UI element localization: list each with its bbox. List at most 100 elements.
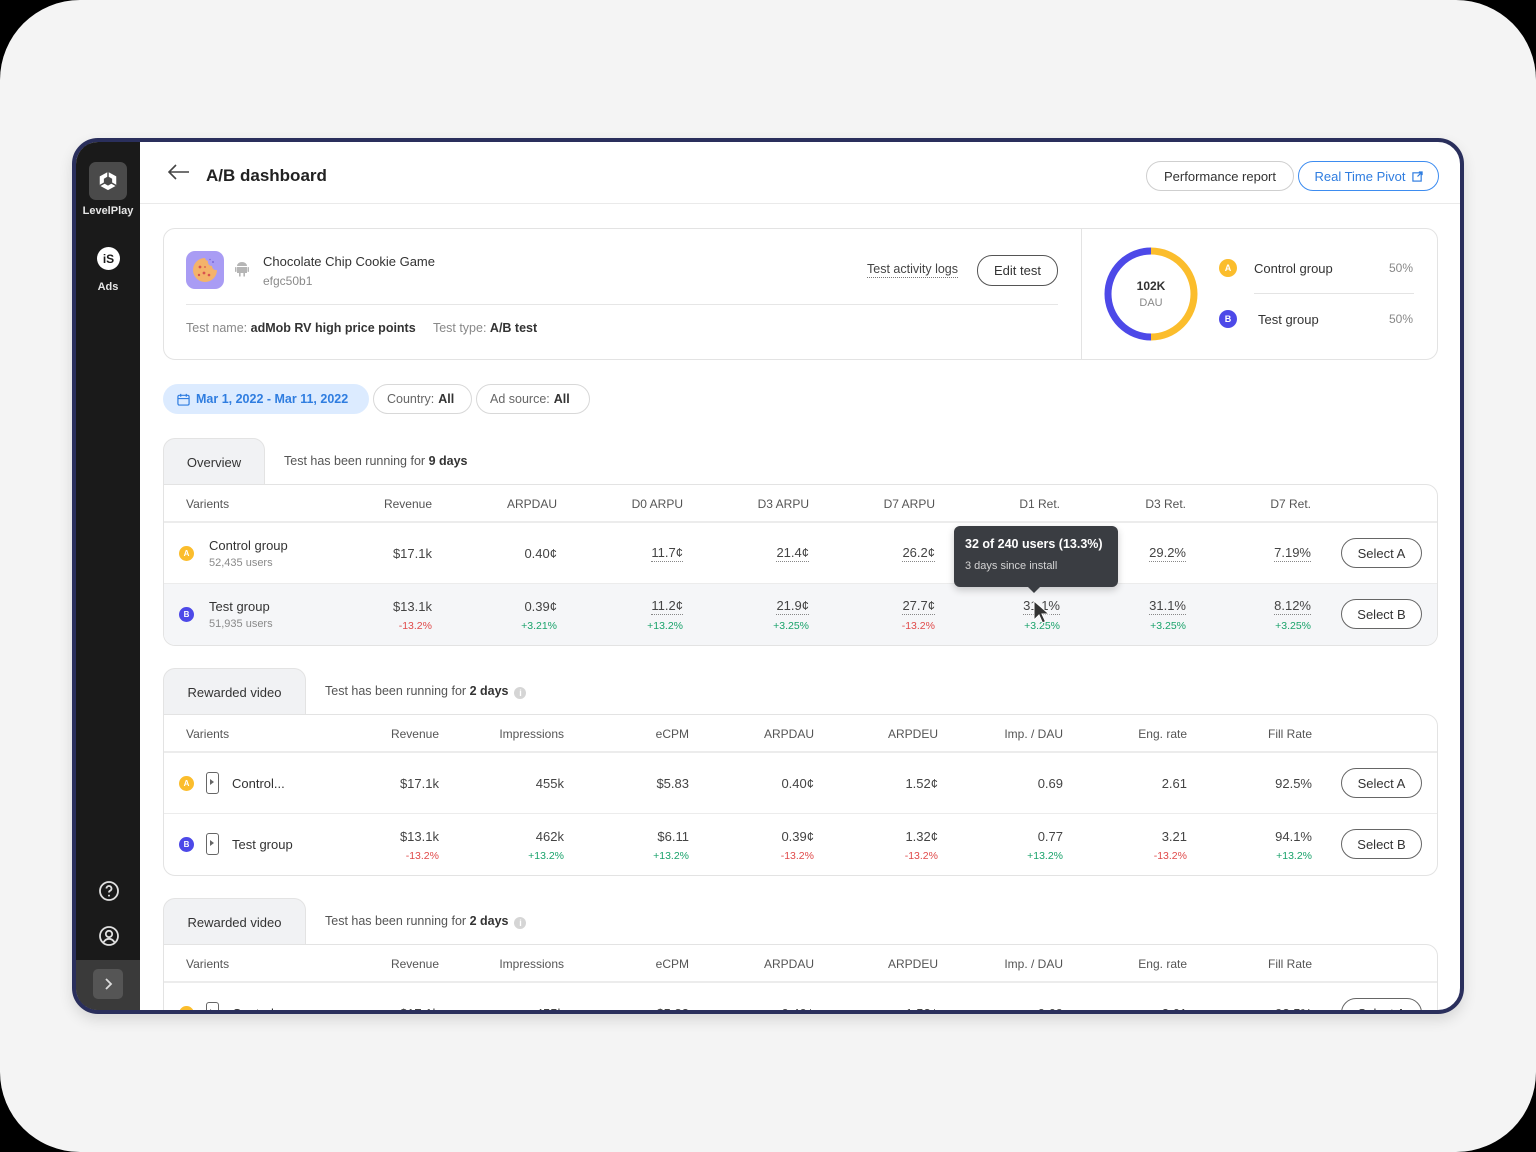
cookie-icon — [193, 258, 217, 282]
arpdau-value: 0.39¢ — [524, 599, 557, 614]
arrow-left-icon[interactable] — [168, 164, 190, 180]
tab-rewarded-video[interactable]: Rewarded video — [163, 668, 306, 716]
d3-arpu-value[interactable]: 21.9¢ — [776, 598, 809, 615]
levelplay-logo-button[interactable] — [89, 162, 127, 200]
fill-rate-delta: +13.2% — [1276, 850, 1312, 862]
app-id: efgc50b1 — [263, 274, 313, 288]
ecpm-value: $5.83 — [656, 776, 689, 791]
d3-ret-value[interactable]: 29.2% — [1149, 545, 1186, 562]
control-group-pct: 50% — [1389, 261, 1414, 275]
d1-ret-value[interactable]: 31.1% — [1023, 598, 1060, 615]
eng-rate-value: 3.21 — [1161, 829, 1187, 844]
real-time-pivot-button[interactable]: Real Time Pivot — [1298, 161, 1439, 191]
variant-name: Test group — [209, 599, 270, 614]
app-name: Chocolate Chip Cookie Game — [263, 254, 435, 269]
sidebar-footer — [76, 960, 140, 1010]
sidebar-item-ads[interactable]: Ads — [97, 281, 119, 293]
d1-ret-delta: +3.25% — [1024, 620, 1060, 632]
col-d7-arpu: D7 ARPU — [883, 497, 935, 511]
group-b-badge: B — [1219, 310, 1237, 328]
table-row-control: A Control... $17.1k 455k $5.83 0.40¢ 1.5… — [164, 753, 1437, 814]
date-range-filter[interactable]: Mar 1, 2022 - Mar 11, 2022 — [163, 384, 369, 414]
edit-test-button[interactable]: Edit test — [977, 255, 1058, 286]
col-d3-ret: D3 Ret. — [1145, 497, 1186, 511]
d3-arpu-value[interactable]: 21.4¢ — [776, 545, 809, 562]
ecpm-value: $6.11 — [657, 829, 689, 844]
col-revenue: Revenue — [390, 957, 439, 971]
d0-arpu-value[interactable]: 11.2¢ — [651, 598, 683, 615]
profile-icon[interactable] — [97, 924, 121, 948]
ad-source-filter[interactable]: Ad source: All — [476, 384, 590, 414]
col-fill-rate: Fill Rate — [1267, 957, 1312, 971]
impressions-delta: +13.2% — [528, 850, 564, 862]
revenue-value: $13.1k — [399, 829, 439, 844]
ironsource-icon[interactable]: iS — [97, 247, 120, 270]
imp-dau-value: 0.77 — [1037, 829, 1063, 844]
running-note: Test has been running for 2 days i — [325, 914, 527, 929]
d7-ret-value[interactable]: 8.12% — [1274, 598, 1311, 615]
arpdeu-value: 1.52¢ — [905, 1006, 938, 1014]
d7-ret-value[interactable]: 7.19% — [1274, 545, 1311, 562]
col-impressions: Impressions — [499, 727, 564, 741]
fill-rate-value: 92.5% — [1275, 776, 1312, 791]
info-icon[interactable]: i — [514, 687, 527, 699]
impressions-value: 455k — [535, 776, 564, 791]
d7-arpu-value[interactable]: 26.2¢ — [902, 545, 935, 562]
android-icon — [235, 262, 249, 277]
variant-users: 52,435 users — [209, 557, 273, 569]
select-b-button[interactable]: Select B — [1341, 829, 1422, 859]
running-days: 2 days — [469, 684, 509, 698]
group-b-badge: B — [179, 607, 194, 622]
country-filter[interactable]: Country: All — [373, 384, 472, 414]
revenue-value: $17.1k — [399, 1006, 439, 1014]
col-arpdau: ARPDAU — [763, 957, 814, 971]
divider — [186, 304, 1058, 305]
d3-ret-value[interactable]: 31.1% — [1149, 598, 1186, 615]
col-arpdeu: ARPDEU — [887, 727, 938, 741]
dau-value: 102K — [1136, 279, 1166, 293]
col-eng-rate: Eng. rate — [1138, 957, 1187, 971]
col-d1-ret: D1 Ret. — [1019, 497, 1060, 511]
retention-tooltip: 32 of 240 users (13.3%) 3 days since ins… — [954, 526, 1118, 593]
ad-source-filter-value: All — [553, 392, 570, 406]
d7-arpu-value[interactable]: 27.7¢ — [902, 598, 935, 615]
overview-table: Varients Revenue ARPDAU D0 ARPU D3 ARPU … — [163, 484, 1438, 646]
date-range-value: Mar 1, 2022 - Mar 11, 2022 — [196, 392, 349, 406]
table-row-test: B Test group $13.1k 462k $6.11 0.39¢ 1.3… — [164, 814, 1437, 875]
country-filter-value: All — [438, 392, 455, 406]
running-note-prefix: Test has been running for — [325, 684, 467, 698]
tab-rewarded-video[interactable]: Rewarded video — [163, 898, 306, 946]
select-a-button[interactable]: Select A — [1341, 538, 1422, 568]
divider — [1254, 293, 1414, 294]
variant-name: Control group — [209, 538, 288, 553]
tab-overview[interactable]: Overview — [163, 438, 265, 486]
col-arpdeu: ARPDEU — [887, 957, 938, 971]
expand-sidebar-button[interactable] — [93, 969, 123, 999]
col-varients: Varients — [186, 497, 230, 511]
table-header: Varients Revenue ARPDAU D0 ARPU D3 ARPU … — [164, 485, 1437, 523]
arpdeu-value: 1.32¢ — [905, 829, 938, 844]
app-icon — [186, 251, 224, 289]
col-revenue: Revenue — [390, 727, 439, 741]
col-fill-rate: Fill Rate — [1267, 727, 1312, 741]
test-type-label: Test type: — [432, 321, 487, 335]
select-a-button[interactable]: Select A — [1341, 998, 1422, 1010]
performance-report-button[interactable]: Performance report — [1146, 161, 1294, 191]
col-d3-arpu: D3 ARPU — [757, 497, 809, 511]
rewarded-video-table: Varients Revenue Impressions eCPM ARPDAU… — [163, 714, 1438, 876]
d0-arpu-value[interactable]: 11.7¢ — [651, 545, 683, 562]
select-b-button[interactable]: Select B — [1341, 599, 1422, 629]
group-b-badge: B — [179, 837, 194, 852]
select-a-button[interactable]: Select A — [1341, 768, 1422, 798]
tooltip-subtitle: 3 days since install — [965, 560, 1058, 572]
ad-source-filter-label: Ad source: — [490, 392, 550, 406]
help-icon[interactable] — [97, 879, 121, 903]
rewarded-video-icon — [206, 1002, 219, 1010]
tooltip-title: 32 of 240 users (13.3%) — [965, 537, 1103, 551]
test-activity-logs-link[interactable]: Test activity logs — [867, 262, 959, 278]
info-icon[interactable]: i — [514, 917, 527, 929]
test-name-value: adMob RV high price points — [250, 321, 416, 335]
running-note: Test has been running for 2 days i — [325, 684, 527, 699]
fill-rate-value: 94.1% — [1275, 829, 1312, 844]
table-row-control: A Control group 52,435 users $17.1k 0.40… — [164, 523, 1437, 584]
